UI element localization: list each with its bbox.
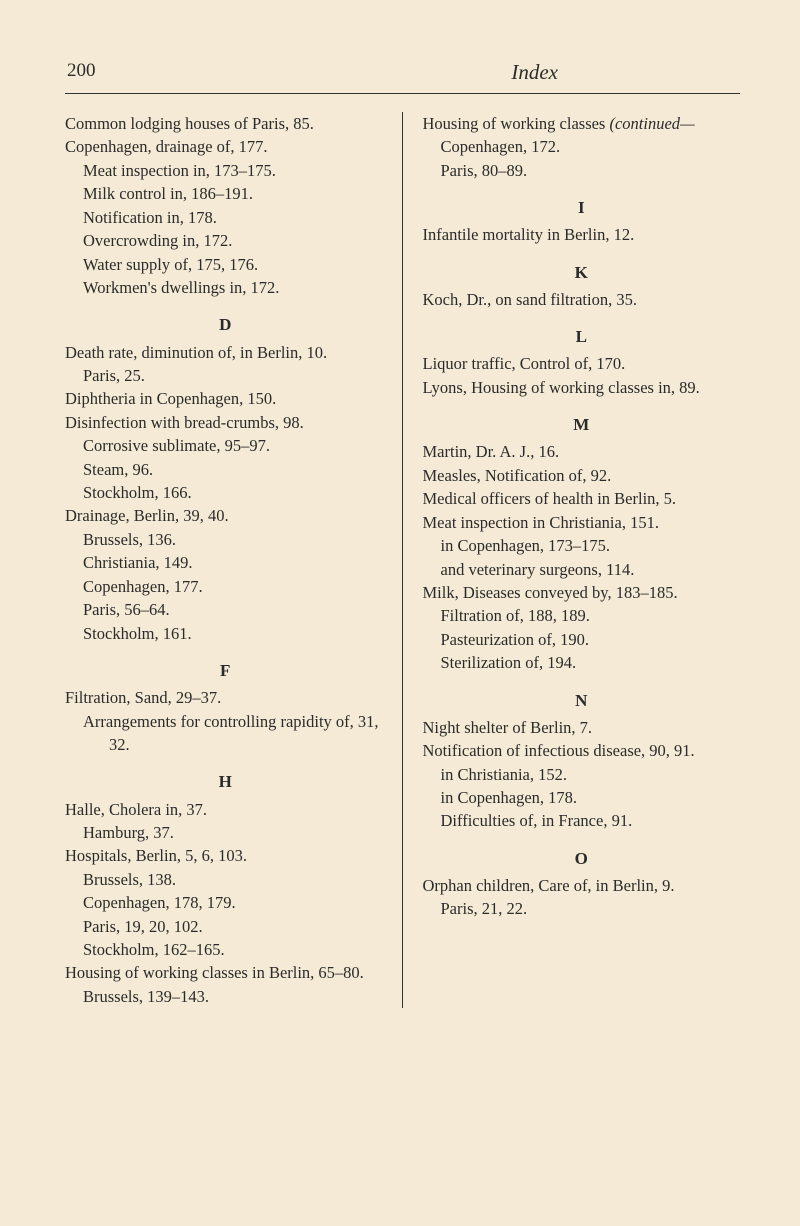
section-letter-i: I bbox=[423, 196, 741, 220]
index-subentry: Workmen's dwellings in, 172. bbox=[65, 276, 386, 299]
index-subentry: Brussels, 138. bbox=[65, 868, 386, 891]
index-entry: Common lodging houses of Paris, 85. bbox=[65, 112, 386, 135]
index-subentry: Copenhagen, 172. bbox=[423, 135, 741, 158]
index-entry: Filtration, Sand, 29–37. bbox=[65, 686, 386, 709]
index-subentry: Difficulties of, in France, 91. bbox=[423, 809, 741, 832]
page-number: 200 bbox=[67, 60, 96, 85]
index-subentry: Water supply of, 175, 176. bbox=[65, 253, 386, 276]
index-subentry: Stockholm, 161. bbox=[65, 622, 386, 645]
section-letter-o: O bbox=[423, 847, 741, 871]
index-subentry: in Christiania, 152. bbox=[423, 763, 741, 786]
page-title: Index bbox=[511, 60, 558, 85]
index-subentry: Paris, 19, 20, 102. bbox=[65, 915, 386, 938]
index-entry: Measles, Notification of, 92. bbox=[423, 464, 741, 487]
left-column: Common lodging houses of Paris, 85. Cope… bbox=[65, 112, 403, 1008]
index-entry: Infantile mortality in Berlin, 12. bbox=[423, 223, 741, 246]
index-subentry: Paris, 21, 22. bbox=[423, 897, 741, 920]
index-entry: Martin, Dr. A. J., 16. bbox=[423, 440, 741, 463]
index-subentry: Brussels, 136. bbox=[65, 528, 386, 551]
section-letter-k: K bbox=[423, 261, 741, 285]
index-entry: Medical officers of health in Berlin, 5. bbox=[423, 487, 741, 510]
index-entry: Meat inspection in Christiania, 151. bbox=[423, 511, 741, 534]
index-columns: Common lodging houses of Paris, 85. Cope… bbox=[65, 112, 740, 1008]
index-subentry: Christiania, 149. bbox=[65, 551, 386, 574]
index-page: 200 Index Common lodging houses of Paris… bbox=[0, 0, 800, 1226]
continued-label: (continued— bbox=[609, 114, 694, 133]
index-entry: Orphan children, Care of, in Berlin, 9. bbox=[423, 874, 741, 897]
section-letter-f: F bbox=[65, 659, 386, 683]
index-entry: Liquor traffic, Control of, 170. bbox=[423, 352, 741, 375]
index-entry: Notification of infectious disease, 90, … bbox=[423, 739, 741, 762]
section-letter-d: D bbox=[65, 313, 386, 337]
index-subentry: Filtration of, 188, 189. bbox=[423, 604, 741, 627]
header-divider bbox=[65, 93, 740, 94]
section-letter-l: L bbox=[423, 325, 741, 349]
index-entry: Milk, Diseases conveyed by, 183–185. bbox=[423, 581, 741, 604]
index-subentry: Copenhagen, 177. bbox=[65, 575, 386, 598]
index-subentry: in Copenhagen, 173–175. bbox=[423, 534, 741, 557]
index-subentry: Milk control in, 186–191. bbox=[65, 182, 386, 205]
index-subentry: Stockholm, 166. bbox=[65, 481, 386, 504]
section-letter-m: M bbox=[423, 413, 741, 437]
right-column: Housing of working classes (continued— C… bbox=[403, 112, 741, 1008]
index-entry: Lyons, Housing of working classes in, 89… bbox=[423, 376, 741, 399]
index-entry: Housing of working classes in Berlin, 65… bbox=[65, 961, 386, 984]
index-subentry: Corrosive sublimate, 95–97. bbox=[65, 434, 386, 457]
index-subentry: Paris, 80–89. bbox=[423, 159, 741, 182]
section-letter-h: H bbox=[65, 770, 386, 794]
index-subentry: Notification in, 178. bbox=[65, 206, 386, 229]
index-entry: Diphtheria in Copenhagen, 150. bbox=[65, 387, 386, 410]
index-entry: Koch, Dr., on sand filtration, 35. bbox=[423, 288, 741, 311]
index-entry: Hospitals, Berlin, 5, 6, 103. bbox=[65, 844, 386, 867]
index-entry: Copenhagen, drainage of, 177. bbox=[65, 135, 386, 158]
index-subentry: Pasteurization of, 190. bbox=[423, 628, 741, 651]
section-letter-n: N bbox=[423, 689, 741, 713]
page-header: 200 Index bbox=[65, 60, 740, 85]
index-subentry: Paris, 25. bbox=[65, 364, 386, 387]
index-subentry: Steam, 96. bbox=[65, 458, 386, 481]
index-subentry: Meat inspection in, 173–175. bbox=[65, 159, 386, 182]
index-subentry: Paris, 56–64. bbox=[65, 598, 386, 621]
entry-text: Housing of working classes bbox=[423, 114, 610, 133]
index-subentry: Sterilization of, 194. bbox=[423, 651, 741, 674]
index-subentry: Hamburg, 37. bbox=[65, 821, 386, 844]
index-subentry: and veterinary surgeons, 114. bbox=[423, 558, 741, 581]
index-subentry: Copenhagen, 178, 179. bbox=[65, 891, 386, 914]
index-subentry: Stockholm, 162–165. bbox=[65, 938, 386, 961]
index-entry: Disinfection with bread-crumbs, 98. bbox=[65, 411, 386, 434]
index-subentry: Arrangements for controlling rapidity of… bbox=[65, 710, 386, 757]
index-entry: Housing of working classes (continued— bbox=[423, 112, 741, 135]
index-subentry: Brussels, 139–143. bbox=[65, 985, 386, 1008]
index-entry: Drainage, Berlin, 39, 40. bbox=[65, 504, 386, 527]
index-entry: Halle, Cholera in, 37. bbox=[65, 798, 386, 821]
index-entry: Death rate, diminution of, in Berlin, 10… bbox=[65, 341, 386, 364]
index-subentry: Overcrowding in, 172. bbox=[65, 229, 386, 252]
index-entry: Night shelter of Berlin, 7. bbox=[423, 716, 741, 739]
index-subentry: in Copenhagen, 178. bbox=[423, 786, 741, 809]
